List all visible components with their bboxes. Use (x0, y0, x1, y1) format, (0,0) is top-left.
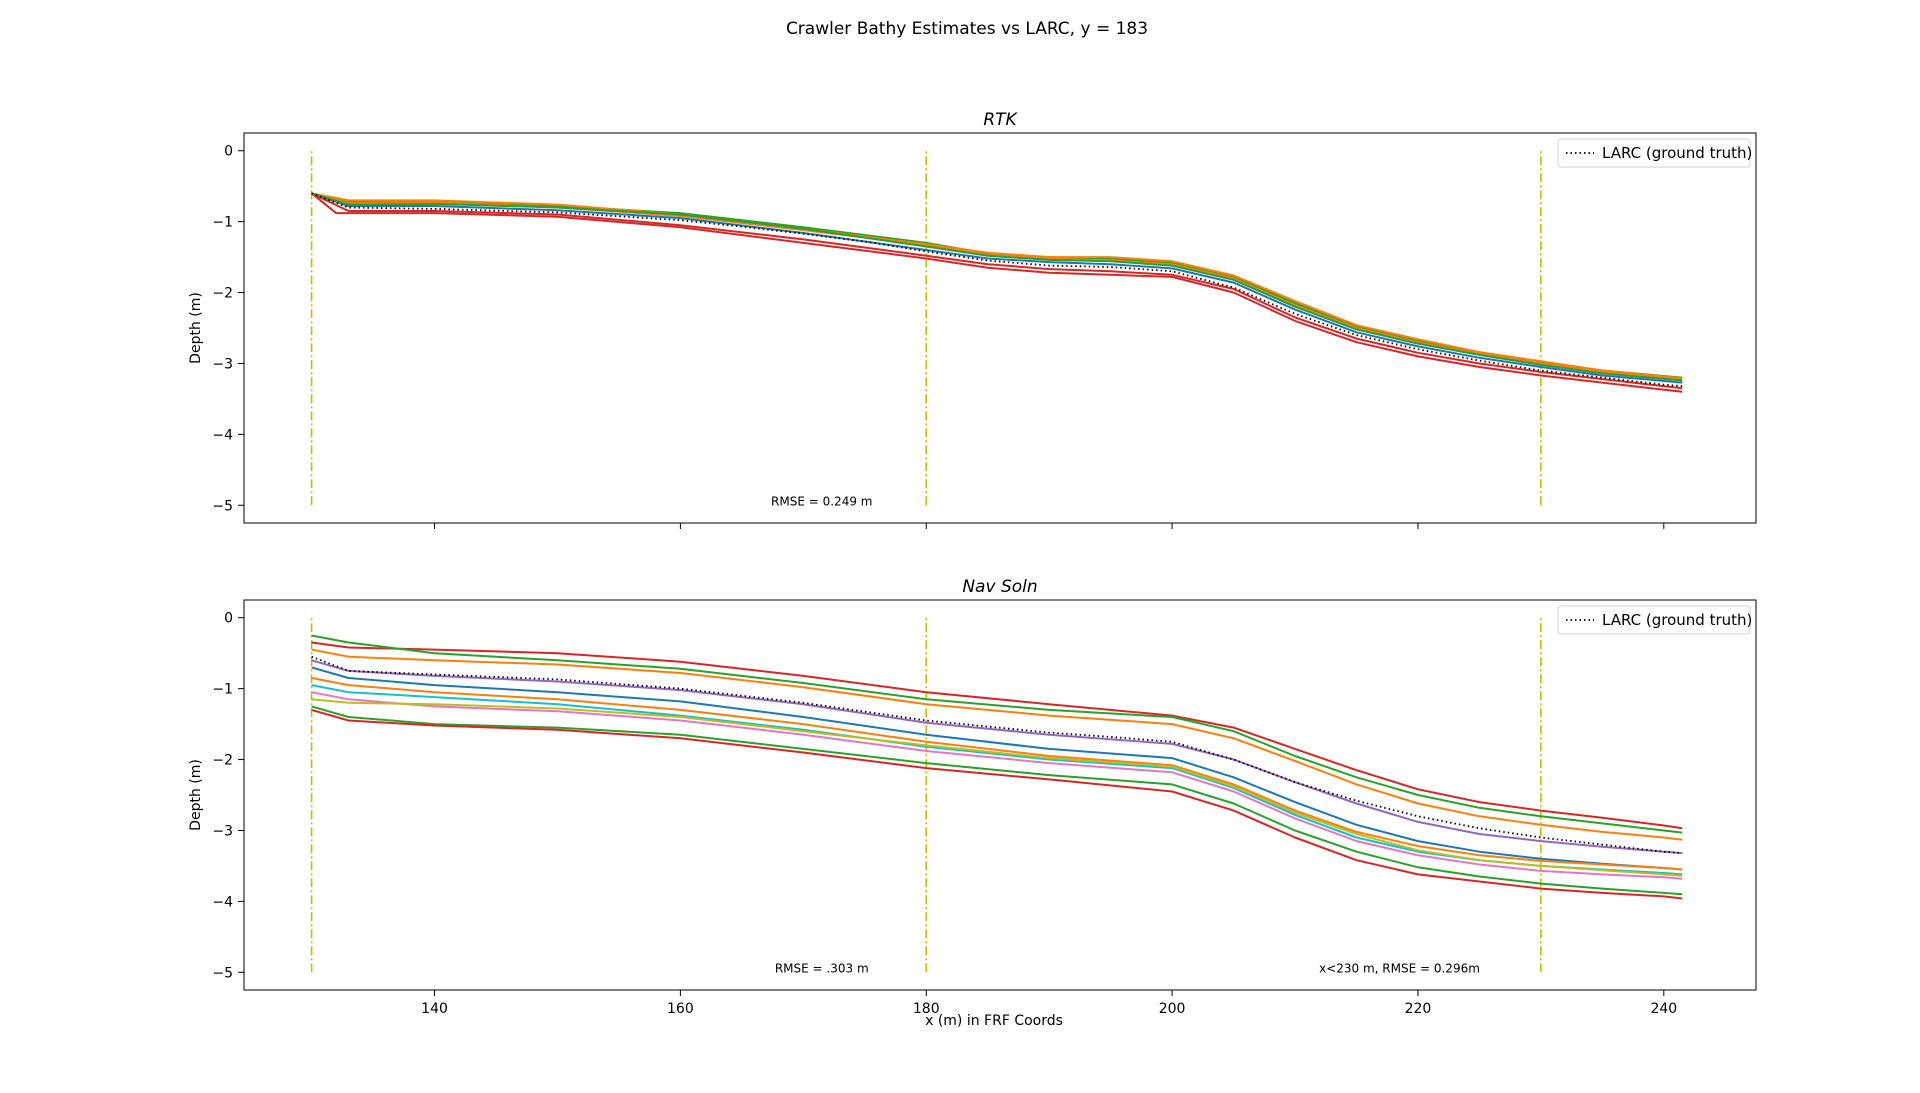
nav-y-tick-label: 0 (224, 611, 233, 627)
nav-estimate-line-3 (311, 659, 1683, 855)
rtk-y-axis-label: Depth (m) (188, 292, 204, 364)
nav-estimate-line-10 (311, 708, 1683, 900)
nav-ground-truth-line (311, 655, 1683, 854)
nav-estimate-line-1 (311, 634, 1683, 834)
nav-y-tick-label: −2 (212, 753, 233, 769)
nav-estimate-line-6 (311, 684, 1683, 876)
nav-panel-title: Nav Soln (962, 577, 1037, 597)
rtk-estimate-line-2 (311, 192, 1683, 384)
nav-estimate-line-9 (311, 705, 1683, 896)
nav-x-tick-label: 160 (667, 1001, 694, 1017)
rtk-ground-truth-line (311, 192, 1683, 387)
nav-x-tick-label: 220 (1405, 1001, 1432, 1017)
figure-title: Crawler Bathy Estimates vs LARC, y = 183 (786, 19, 1148, 39)
nav-rmse-annotation-0: RMSE = .303 m (775, 961, 869, 975)
nav-legend: LARC (ground truth) (1557, 605, 1752, 635)
nav-legend-label: LARC (ground truth) (1602, 611, 1752, 629)
nav-legend-box (1557, 605, 1751, 635)
rtk-panel: RTK Depth (m) 0 −1 −2 −3 −4 −5 RMSE = 0.249 m LAR… (188, 110, 1757, 529)
x-axis-label: x (m) in FRF Coords (925, 1013, 1063, 1029)
rtk-y-tick-label: −5 (212, 498, 233, 514)
rtk-y-tick-label: −3 (212, 356, 233, 372)
rtk-estimate-line-0 (311, 192, 1683, 379)
nav-estimate-line-0 (311, 641, 1683, 830)
rtk-rmse-annotation-0: RMSE = 0.249 m (771, 494, 872, 508)
nav-y-tick-label: −5 (212, 965, 233, 981)
nav-estimate-line-8 (311, 698, 1683, 877)
nav-estimate-line-2 (311, 648, 1683, 841)
nav-estimate-line-4 (311, 666, 1683, 871)
nav-x-tick-label: 140 (421, 1001, 448, 1017)
rtk-legend-box (1557, 138, 1751, 168)
nav-y-axis-label: Depth (m) (188, 759, 204, 831)
nav-estimate-line-5 (311, 677, 1683, 871)
nav-y-tick-label: −3 (212, 823, 233, 839)
rtk-y-tick-label: 0 (224, 144, 233, 160)
nav-y-tick-label: −4 (212, 894, 233, 910)
rtk-estimate-line-4 (310, 192, 1683, 393)
rtk-legend-label: LARC (ground truth) (1602, 144, 1752, 162)
nav-x-tick-label: 180 (913, 1001, 940, 1017)
nav-axes-frame (243, 599, 1757, 991)
nav-rmse-annotation-1: x<230 m, RMSE = 0.296m (1319, 961, 1480, 975)
rtk-estimate-line-5 (311, 192, 1683, 380)
nav-y-tick-label: −1 (212, 682, 233, 698)
nav-soln-panel: Nav Soln Depth (m) 0 −1 −2 −3 −4 −5 140 160 180 200… (188, 577, 1757, 1017)
rtk-axes-frame (243, 132, 1757, 524)
rtk-y-tick-label: −2 (212, 286, 233, 302)
nav-estimate-line-7 (311, 691, 1683, 880)
nav-x-tick-label: 240 (1650, 1001, 1677, 1017)
rtk-y-tick-label: −1 (212, 215, 233, 231)
rtk-panel-title: RTK (983, 110, 1018, 130)
rtk-legend: LARC (ground truth) (1557, 138, 1752, 168)
rtk-y-tick-label: −4 (212, 427, 233, 443)
nav-x-tick-label: 200 (1159, 1001, 1186, 1017)
rtk-estimate-line-3 (311, 192, 1683, 390)
rtk-estimate-line-6 (311, 192, 1683, 382)
